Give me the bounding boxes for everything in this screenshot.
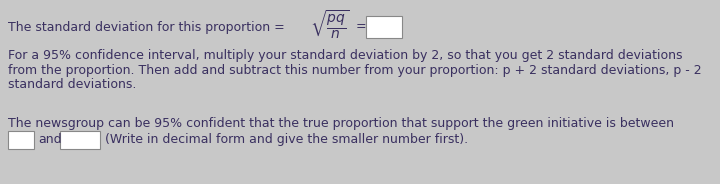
Text: and: and <box>38 133 62 146</box>
Bar <box>60 130 100 148</box>
Text: from the proportion. Then add and subtract this number from your proportion: p +: from the proportion. Then add and subtra… <box>8 64 701 77</box>
Text: $\sqrt{\dfrac{pq}{n}}$: $\sqrt{\dfrac{pq}{n}}$ <box>310 9 350 41</box>
Bar <box>8 130 34 148</box>
Bar <box>366 16 402 38</box>
Text: (Write in decimal form and give the smaller number first).: (Write in decimal form and give the smal… <box>105 133 468 146</box>
Text: The standard deviation for this proportion =: The standard deviation for this proporti… <box>8 20 289 33</box>
Text: For a 95% confidence interval, multiply your standard deviation by 2, so that yo: For a 95% confidence interval, multiply … <box>8 49 683 63</box>
Text: The newsgroup can be 95% confident that the true proportion that support the gre: The newsgroup can be 95% confident that … <box>8 118 674 130</box>
Text: =: = <box>356 20 366 33</box>
Text: standard deviations.: standard deviations. <box>8 79 136 91</box>
